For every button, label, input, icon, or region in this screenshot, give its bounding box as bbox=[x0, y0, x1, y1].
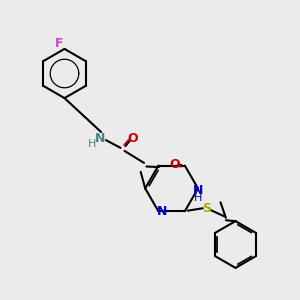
Text: H: H bbox=[194, 193, 202, 203]
Text: H: H bbox=[88, 139, 96, 149]
Text: N: N bbox=[157, 205, 167, 218]
Text: N: N bbox=[193, 184, 203, 197]
Text: O: O bbox=[127, 131, 138, 145]
Text: S: S bbox=[202, 202, 211, 215]
Text: O: O bbox=[169, 158, 180, 170]
Text: F: F bbox=[55, 37, 63, 50]
Text: N: N bbox=[95, 132, 106, 145]
